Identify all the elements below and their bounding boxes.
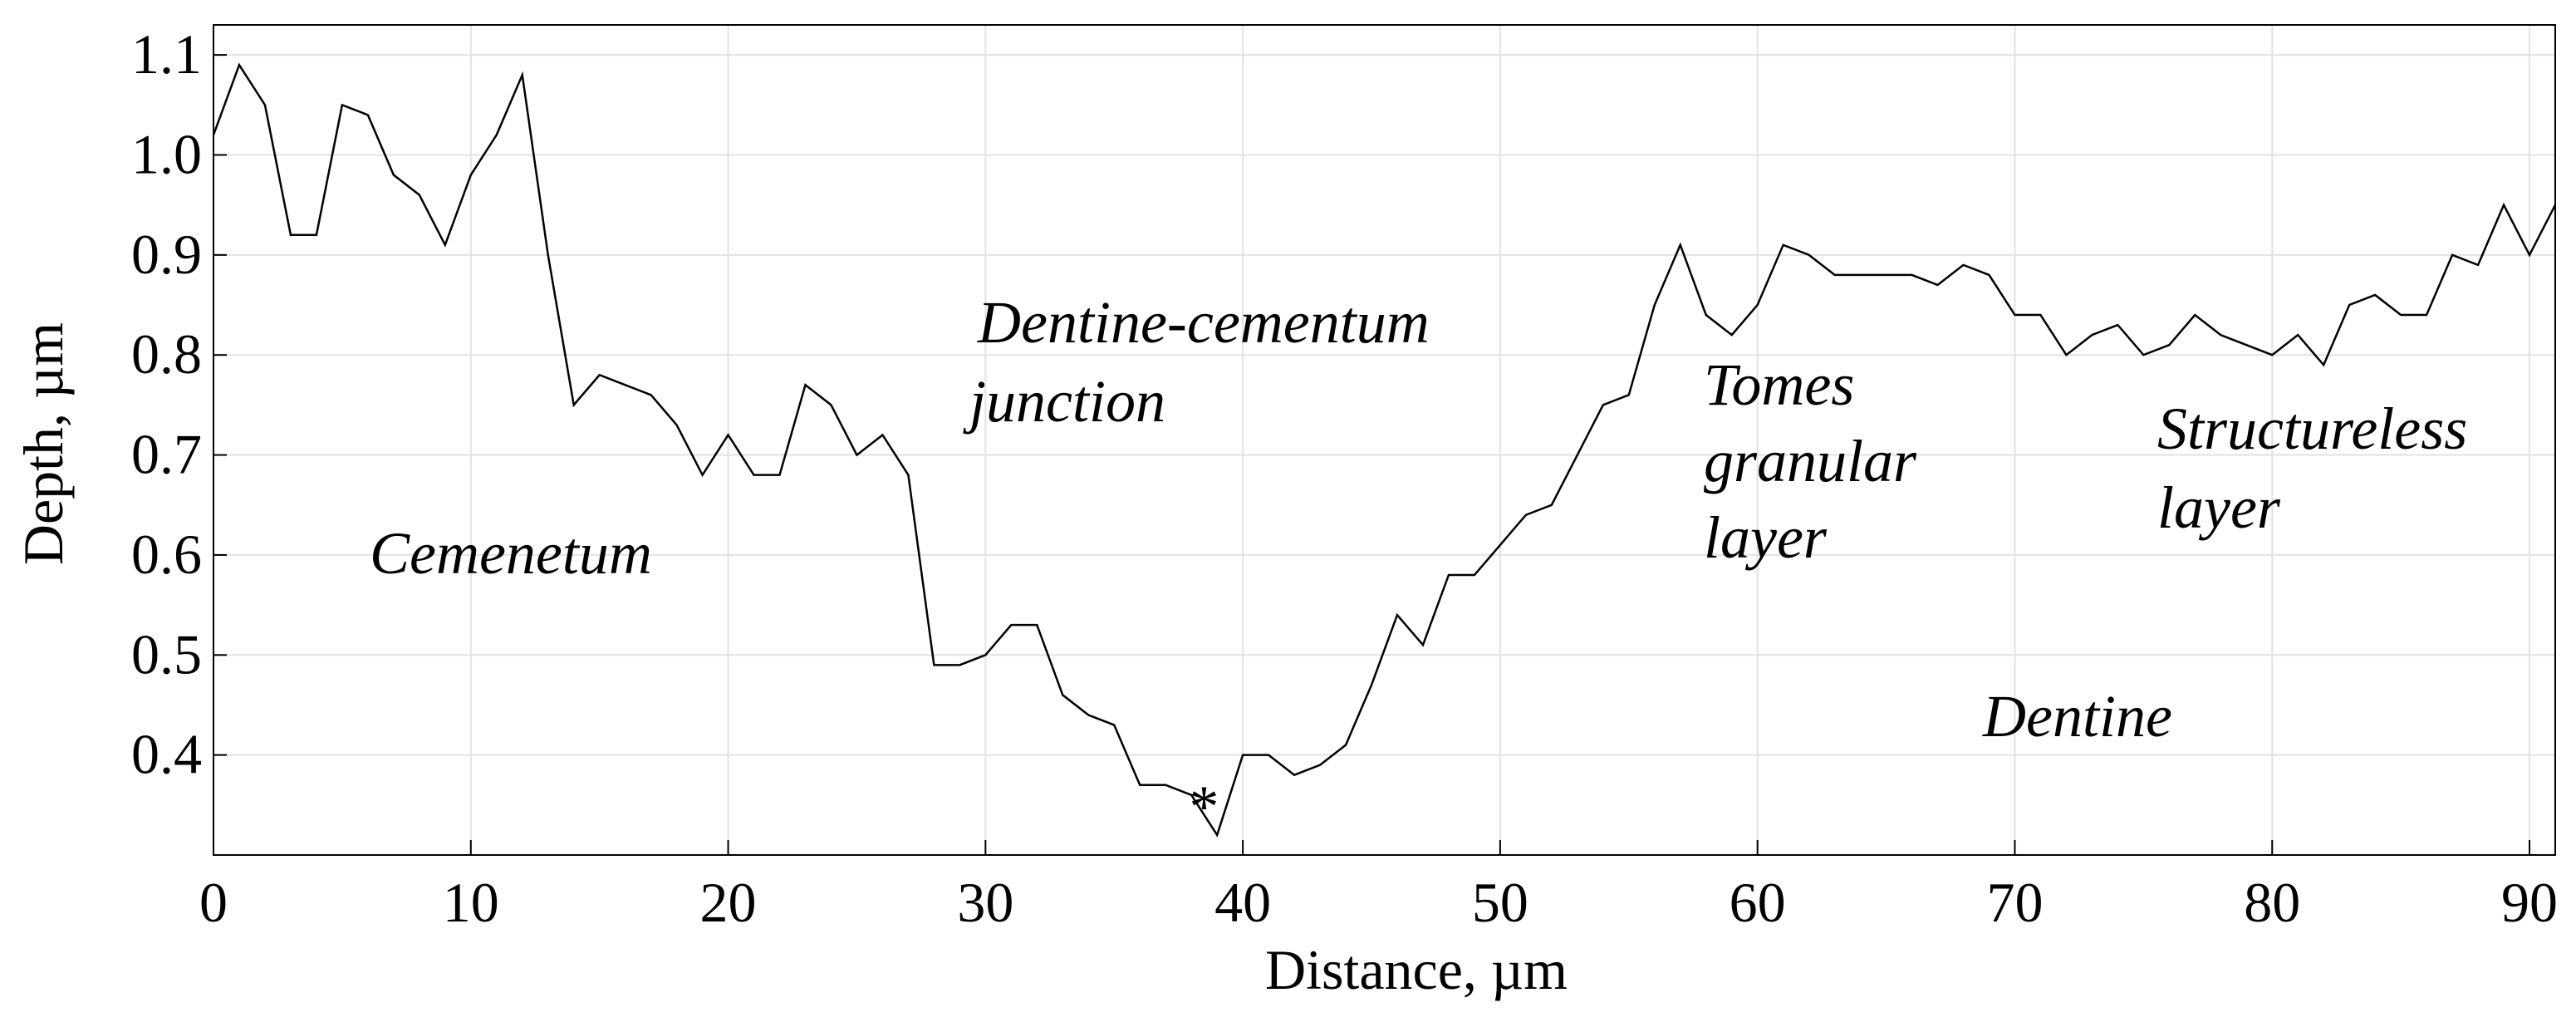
annotation: * — [1186, 774, 1216, 840]
annotation: layer — [2157, 474, 2281, 541]
x-tick-label: 10 — [443, 871, 499, 934]
y-tick-label: 1.1 — [131, 22, 202, 86]
annotation: Cemenetum — [370, 520, 652, 587]
annotation: granular — [1704, 428, 1917, 494]
annotation: junction — [963, 368, 1165, 435]
y-tick-label: 0.9 — [131, 223, 202, 286]
y-tick-label: 0.6 — [131, 523, 202, 586]
annotation: layer — [1704, 504, 1828, 571]
x-tick-label: 70 — [1986, 871, 2043, 934]
y-tick-label: 0.8 — [131, 322, 202, 386]
y-tick-label: 1.0 — [131, 122, 202, 185]
x-tick-label: 30 — [957, 871, 1013, 934]
annotation: Dentine — [1982, 683, 2172, 749]
x-tick-label: 20 — [700, 871, 757, 934]
x-axis-title: Distance, µm — [1265, 938, 1568, 1001]
annotation: Tomes — [1704, 351, 1854, 418]
x-tick-label: 50 — [1472, 871, 1528, 934]
annotation: Dentine-cementum — [977, 289, 1430, 356]
x-tick-label: 90 — [2501, 871, 2558, 934]
y-axis-title: Depth, µm — [12, 322, 75, 565]
x-tick-label: 40 — [1214, 871, 1271, 934]
plot-frame — [213, 24, 2556, 856]
data-line — [212, 62, 2557, 838]
x-tick-label: 80 — [2244, 871, 2300, 934]
x-tick-label: 60 — [1730, 871, 1786, 934]
annotation: Structureless — [2157, 396, 2467, 462]
y-tick-label: 0.5 — [131, 622, 202, 685]
y-tick-label: 0.4 — [131, 723, 202, 786]
y-tick-label: 0.7 — [131, 423, 202, 486]
x-tick-label: 0 — [199, 871, 228, 934]
